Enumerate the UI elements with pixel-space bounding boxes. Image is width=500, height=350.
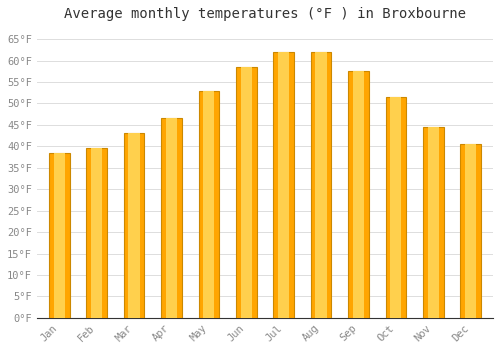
Title: Average monthly temperatures (°F ) in Broxbourne: Average monthly temperatures (°F ) in Br… — [64, 7, 466, 21]
Bar — [348, 71, 368, 318]
Bar — [316, 52, 326, 318]
Bar — [423, 127, 444, 318]
Bar — [310, 52, 332, 318]
Bar — [54, 153, 65, 318]
Bar — [428, 127, 439, 318]
Bar — [236, 67, 256, 318]
Bar — [49, 153, 70, 318]
Bar — [240, 67, 252, 318]
Bar — [203, 91, 214, 318]
Bar — [128, 133, 140, 318]
Bar — [353, 71, 364, 318]
Bar — [86, 148, 107, 318]
Bar — [386, 97, 406, 318]
Bar — [465, 144, 476, 318]
Bar — [274, 52, 294, 318]
Bar — [390, 97, 402, 318]
Bar — [91, 148, 102, 318]
Bar — [460, 144, 481, 318]
Bar — [124, 133, 144, 318]
Bar — [278, 52, 289, 318]
Bar — [161, 118, 182, 318]
Bar — [198, 91, 219, 318]
Bar — [166, 118, 177, 318]
